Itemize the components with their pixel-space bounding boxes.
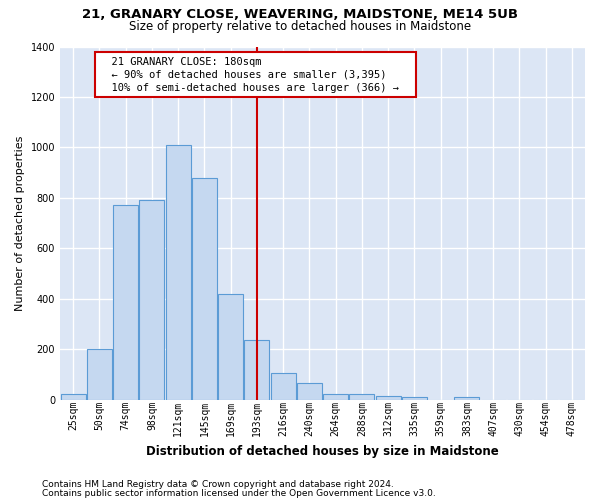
- Bar: [323, 394, 348, 400]
- Bar: [244, 340, 269, 400]
- Bar: [61, 394, 86, 400]
- Bar: [218, 294, 243, 400]
- Text: Contains public sector information licensed under the Open Government Licence v3: Contains public sector information licen…: [42, 488, 436, 498]
- Text: Size of property relative to detached houses in Maidstone: Size of property relative to detached ho…: [129, 20, 471, 33]
- Bar: [376, 396, 401, 400]
- Text: 21 GRANARY CLOSE: 180sqm  
  ← 90% of detached houses are smaller (3,395)  
  10: 21 GRANARY CLOSE: 180sqm ← 90% of detach…: [100, 56, 412, 93]
- Bar: [139, 200, 164, 400]
- Text: 21, GRANARY CLOSE, WEAVERING, MAIDSTONE, ME14 5UB: 21, GRANARY CLOSE, WEAVERING, MAIDSTONE,…: [82, 8, 518, 20]
- Bar: [271, 373, 296, 400]
- X-axis label: Distribution of detached houses by size in Maidstone: Distribution of detached houses by size …: [146, 444, 499, 458]
- Bar: [297, 383, 322, 400]
- Bar: [113, 206, 138, 400]
- Text: Contains HM Land Registry data © Crown copyright and database right 2024.: Contains HM Land Registry data © Crown c…: [42, 480, 394, 489]
- Bar: [454, 397, 479, 400]
- Bar: [349, 394, 374, 400]
- Bar: [87, 349, 112, 400]
- Y-axis label: Number of detached properties: Number of detached properties: [15, 136, 25, 310]
- Bar: [166, 145, 191, 400]
- Bar: [192, 178, 217, 400]
- Bar: [402, 397, 427, 400]
